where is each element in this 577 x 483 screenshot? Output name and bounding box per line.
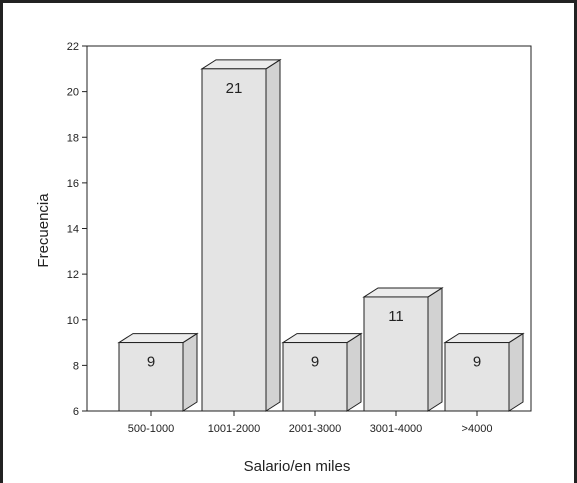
y-axis: 6 8 10 12 14 16 18 20 22 [67, 41, 87, 418]
y-tick-label: 10 [67, 315, 79, 327]
bar-2: 21 [200, 58, 282, 412]
bar-side [182, 332, 198, 412]
y-tick-label: 14 [67, 224, 79, 236]
bar-side [427, 287, 443, 412]
bar-value-label: 9 [311, 354, 319, 371]
bar-value-label: 9 [147, 354, 155, 371]
bar-top [281, 333, 363, 344]
bar-side [346, 332, 362, 412]
bar-top [117, 333, 199, 344]
x-axis-title: Salario/en miles [244, 458, 351, 475]
x-tick-label: >4000 [462, 423, 493, 435]
bar-value-label: 21 [226, 80, 243, 97]
bar-top [362, 287, 444, 298]
bar-front [118, 342, 184, 412]
y-tick-label: 16 [67, 178, 79, 190]
bar-front [444, 342, 510, 412]
x-tick-label: 1001-2000 [208, 423, 261, 435]
y-tick-label: 8 [73, 360, 79, 372]
bar-front [363, 296, 429, 412]
bar-top [443, 333, 525, 344]
y-tick-label: 22 [67, 41, 79, 53]
bar-side [265, 58, 281, 412]
bar-4: 11 [362, 287, 444, 412]
bars: 9 21 9 11 9 [117, 58, 525, 412]
x-tick-label: 3001-4000 [370, 423, 423, 435]
bar-3: 9 [281, 332, 363, 412]
bar-front [282, 342, 348, 412]
bar-1: 9 [117, 332, 199, 412]
bar-value-label: 11 [388, 308, 404, 325]
y-tick-label: 6 [73, 406, 79, 418]
y-tick-label: 12 [67, 269, 79, 281]
x-axis: 500-1000 1001-2000 2001-3000 3001-4000 >4000 [128, 411, 493, 435]
y-tick-label: 20 [67, 87, 79, 99]
y-axis-title: Frecuencia [35, 193, 52, 268]
bar-front [201, 68, 267, 412]
bar-value-label: 9 [473, 354, 481, 371]
bar-top [200, 59, 282, 70]
x-tick-label: 500-1000 [128, 423, 175, 435]
bar-5: 9 [443, 332, 525, 412]
x-tick-label: 2001-3000 [289, 423, 342, 435]
bar-side [508, 332, 524, 412]
y-tick-label: 18 [67, 132, 79, 144]
